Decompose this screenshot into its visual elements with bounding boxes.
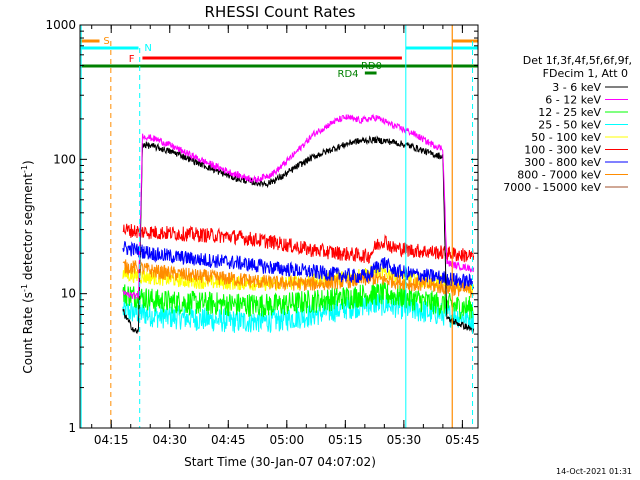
legend-header-1: Det 1f,3f,4f,5f,6f,9f, [523,54,632,67]
y-tick-label: 1 [68,421,76,435]
legend-label: 7000 - 15000 keV [503,181,601,194]
legend-label: 6 - 12 keV [545,94,601,107]
rd0-label: RD0 [361,61,382,72]
series-line-5 [122,223,475,264]
attenuator-label: S [103,36,109,47]
x-tick-label: 05:45 [445,433,480,447]
x-tick-label: 05:15 [328,433,363,447]
y-label-mid: detector segment [21,173,35,284]
chart-title: RHESSI Count Rates [205,3,356,21]
flare-label: F [129,54,135,65]
series-line-6 [122,240,475,291]
svg-text:Count Rate (s-1 detector segme: Count Rate (s-1 detector segment-1) [20,160,35,373]
series-line-2 [122,281,475,320]
legend-label: 100 - 300 keV [524,144,601,157]
plot-frame [79,24,479,429]
legend: Det 1f,3f,4f,5f,6f,9f,FDecim 1, Att 03 -… [503,54,632,194]
series-line-3 [122,292,475,333]
y-label-end: ) [21,160,35,165]
y-axis-label: Count Rate (s-1 detector segment-1) [20,160,35,373]
y-tick-label: 100 [53,152,76,166]
rd4-label: RD4 [338,69,359,80]
y-tick-label: 10 [61,287,76,301]
legend-label: 25 - 50 keV [538,119,601,132]
legend-label: 50 - 100 keV [531,131,601,144]
x-tick-label: 04:30 [152,433,187,447]
legend-label: 800 - 7000 keV [517,169,601,182]
x-tick-label: 04:15 [94,433,129,447]
y-tick-label: 1000 [45,18,76,32]
x-tick-label: 05:00 [270,433,305,447]
legend-header-2: FDecim 1, Att 0 [543,67,628,80]
timestamp: 14-Oct-2021 01:31 [556,467,632,476]
night-label: N [144,43,151,54]
x-tick-label: 05:30 [387,433,422,447]
x-tick-label: 04:45 [211,433,246,447]
x-axis-label: Start Time (30-Jan-07 04:07:02) [184,455,376,469]
legend-label: 12 - 25 keV [538,106,601,119]
y-label-sup2: -1 [20,165,29,173]
y-label-main: Count Rate (s [21,292,35,374]
series-line-7 [122,259,474,298]
y-label-sup1: -1 [20,284,29,292]
legend-label: 3 - 6 keV [552,81,601,94]
legend-label: 300 - 800 keV [524,156,601,169]
series-line-1 [122,113,475,300]
series-line-0 [122,135,475,334]
